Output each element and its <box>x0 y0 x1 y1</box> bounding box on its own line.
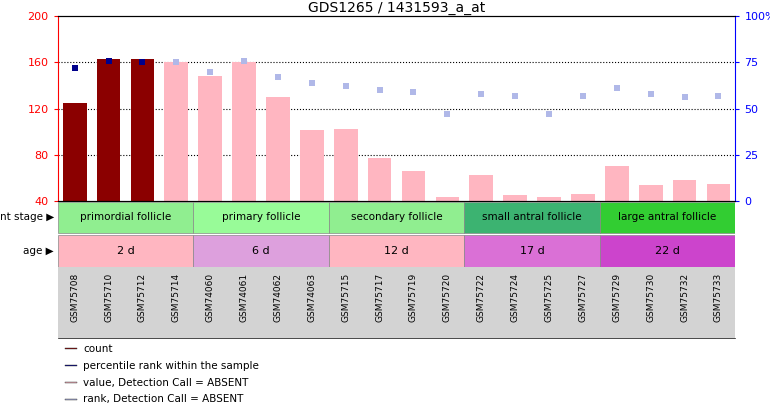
Text: GSM75715: GSM75715 <box>341 273 350 322</box>
Bar <box>233 62 256 201</box>
Bar <box>329 202 464 233</box>
Bar <box>639 185 662 201</box>
Bar <box>329 235 464 266</box>
Bar <box>707 183 730 201</box>
Text: GSM75714: GSM75714 <box>172 273 181 322</box>
Bar <box>65 382 77 384</box>
Bar <box>165 62 188 201</box>
Text: GSM75722: GSM75722 <box>477 273 486 322</box>
Bar <box>58 202 193 233</box>
Bar <box>464 235 600 266</box>
Bar <box>97 59 120 201</box>
Text: GSM75724: GSM75724 <box>511 273 520 322</box>
Bar <box>65 365 77 367</box>
Text: GSM75729: GSM75729 <box>612 273 621 322</box>
Text: primary follicle: primary follicle <box>222 213 300 222</box>
Text: 12 d: 12 d <box>384 246 409 256</box>
Text: 17 d: 17 d <box>520 246 544 256</box>
Bar <box>58 235 193 266</box>
Text: GSM75725: GSM75725 <box>544 273 554 322</box>
Text: rank, Detection Call = ABSENT: rank, Detection Call = ABSENT <box>83 394 244 405</box>
Text: GSM75712: GSM75712 <box>138 273 147 322</box>
Bar <box>504 195 527 201</box>
Text: GSM74060: GSM74060 <box>206 273 215 322</box>
Bar <box>63 103 86 201</box>
Bar <box>436 197 459 201</box>
Title: GDS1265 / 1431593_a_at: GDS1265 / 1431593_a_at <box>308 1 485 15</box>
Bar <box>464 202 600 233</box>
Bar <box>600 202 735 233</box>
Text: age ▶: age ▶ <box>23 246 54 256</box>
Text: count: count <box>83 343 113 354</box>
Bar <box>470 175 493 201</box>
Text: GSM75708: GSM75708 <box>70 273 79 322</box>
Text: GSM74061: GSM74061 <box>239 273 249 322</box>
Text: GSM75710: GSM75710 <box>104 273 113 322</box>
Text: percentile rank within the sample: percentile rank within the sample <box>83 360 259 371</box>
Bar <box>65 348 77 350</box>
Bar <box>605 166 628 201</box>
Bar <box>402 171 425 201</box>
Text: small antral follicle: small antral follicle <box>482 213 582 222</box>
Text: 2 d: 2 d <box>116 246 135 256</box>
Bar <box>193 202 329 233</box>
Bar <box>537 197 561 201</box>
Text: value, Detection Call = ABSENT: value, Detection Call = ABSENT <box>83 377 249 388</box>
Text: GSM75717: GSM75717 <box>375 273 384 322</box>
Bar <box>199 76 222 201</box>
Text: primordial follicle: primordial follicle <box>80 213 171 222</box>
Text: GSM74063: GSM74063 <box>307 273 316 322</box>
Text: large antral follicle: large antral follicle <box>618 213 717 222</box>
Bar <box>368 158 391 201</box>
Text: secondary follicle: secondary follicle <box>351 213 442 222</box>
Text: GSM75719: GSM75719 <box>409 273 418 322</box>
Text: GSM75720: GSM75720 <box>443 273 452 322</box>
Bar <box>131 59 154 201</box>
Bar <box>571 194 594 201</box>
Text: GSM75733: GSM75733 <box>714 273 723 322</box>
Bar <box>334 129 357 201</box>
Bar <box>65 399 77 400</box>
Bar <box>193 235 329 266</box>
Bar <box>673 180 696 201</box>
Text: GSM75727: GSM75727 <box>578 273 588 322</box>
Text: GSM75730: GSM75730 <box>646 273 655 322</box>
Bar <box>300 130 323 201</box>
Text: development stage ▶: development stage ▶ <box>0 213 54 222</box>
Text: GSM74062: GSM74062 <box>273 273 283 322</box>
Text: 22 d: 22 d <box>655 246 680 256</box>
Text: GSM75732: GSM75732 <box>680 273 689 322</box>
Bar <box>266 97 290 201</box>
Text: 6 d: 6 d <box>253 246 270 256</box>
Bar <box>600 235 735 266</box>
